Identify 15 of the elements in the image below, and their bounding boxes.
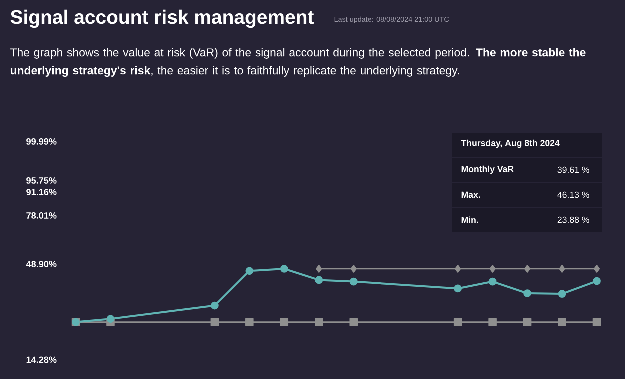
- text: Max.: [462, 192, 480, 198]
- text: 46.13 %: [558, 192, 590, 198]
- text: 23.88 %: [558, 216, 590, 224]
- text: The graph shows the value at risk (VaR) of the signal account during the selected period. The more stable the underlying strategy's risk, the easier it is to faithfully replicate the underlying strategy.: [10, 48, 586, 77]
- text: 95.75%: [26, 177, 57, 184]
- text: Monthly VaR: [462, 166, 514, 174]
- text: 48.90%: [26, 261, 57, 268]
- chart-title: Signal account risk management: [10, 10, 314, 28]
- text: 91.16%: [26, 189, 57, 196]
- text: Thursday, Aug 8th 2024: [461, 140, 560, 148]
- text: 39.61 %: [558, 166, 590, 174]
- text: Min.: [462, 216, 478, 224]
- text: 99.99%: [26, 138, 57, 145]
- text: 14.28%: [26, 356, 57, 364]
- text: 78.01%: [26, 212, 57, 219]
